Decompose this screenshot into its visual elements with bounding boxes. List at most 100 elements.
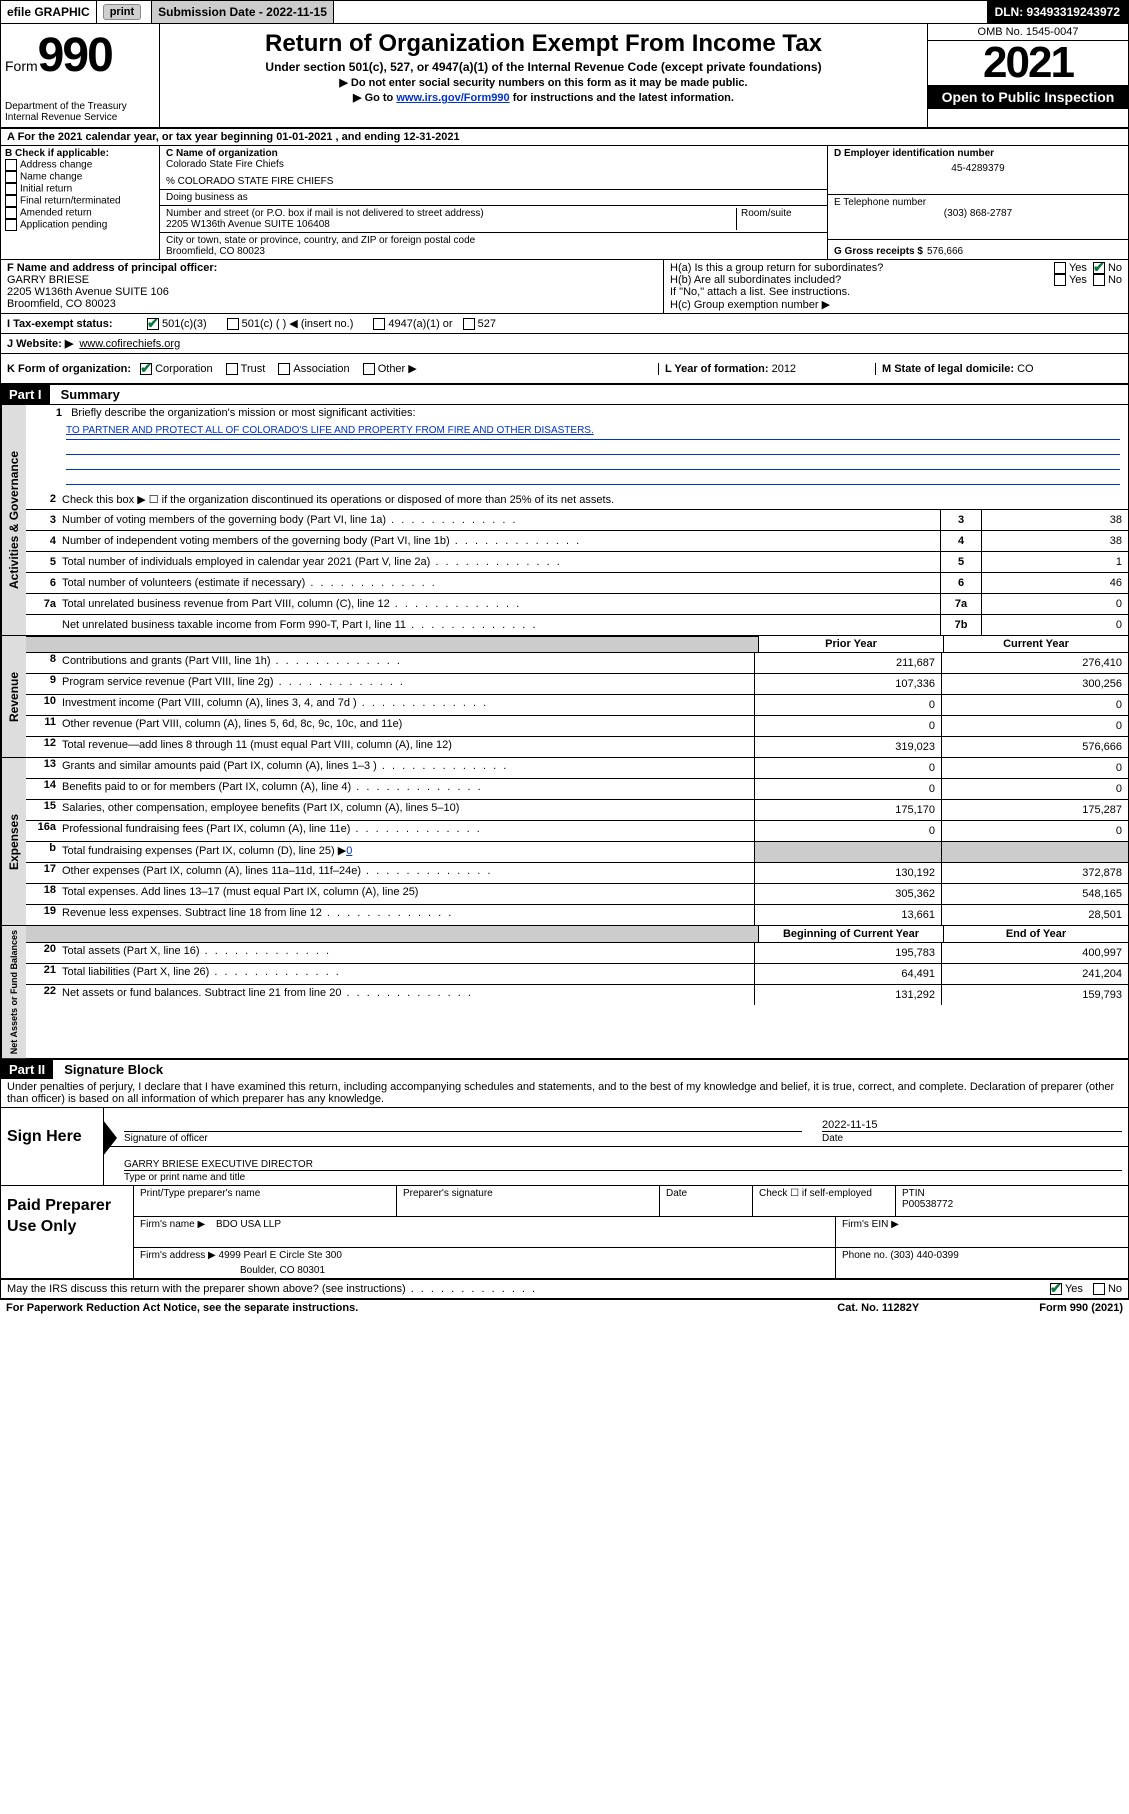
page-footer: For Paperwork Reduction Act Notice, see … [0, 1300, 1129, 1316]
l22: Net assets or fund balances. Subtract li… [62, 985, 754, 1005]
discuss-text: May the IRS discuss this return with the… [7, 1283, 1050, 1295]
vtab-netassets: Net Assets or Fund Balances [1, 926, 26, 1058]
firm-name: BDO USA LLP [216, 1219, 281, 1230]
hb-label: H(b) Are all subordinates included? [670, 274, 1054, 286]
ha-yes-cb[interactable] [1054, 262, 1066, 274]
street-address: 2205 W136th Avenue SUITE 106408 [166, 219, 736, 230]
open-to-public: Open to Public Inspection [928, 85, 1128, 109]
cb-name-change[interactable]: Name change [5, 171, 155, 183]
tax-year: 2021 [928, 41, 1128, 85]
c8: 276,410 [941, 653, 1128, 673]
part2-badge: Part II [1, 1060, 53, 1079]
dln: DLN: 93493319243972 [987, 1, 1128, 23]
cb-address-change[interactable]: Address change [5, 159, 155, 171]
l1-label: Briefly describe the organization's miss… [71, 407, 415, 419]
discuss-yes-cb[interactable] [1050, 1283, 1062, 1295]
row-fh: F Name and address of principal officer:… [0, 260, 1129, 314]
print-cell: print [97, 1, 152, 23]
box-b: B Check if applicable: Address change Na… [1, 146, 160, 259]
block-bcde: B Check if applicable: Address change Na… [0, 146, 1129, 260]
officer-printed-name: GARRY BRIESE EXECUTIVE DIRECTOR [124, 1159, 1122, 1170]
c11: 0 [941, 716, 1128, 736]
c-name-label: C Name of organization [166, 148, 821, 159]
c19: 28,501 [941, 905, 1128, 925]
ha-no-cb[interactable] [1093, 262, 1105, 274]
cb-application-pending[interactable]: Application pending [5, 219, 155, 231]
l3: Number of voting members of the governin… [62, 512, 940, 528]
hc-label: H(c) Group exemption number ▶ [670, 298, 1122, 311]
hb-note: If "No," attach a list. See instructions… [670, 286, 1122, 298]
l11: Other revenue (Part VIII, column (A), li… [62, 716, 754, 736]
firm-ein-label: Firm's EIN ▶ [836, 1217, 1128, 1247]
current-year-h: Current Year [943, 636, 1128, 652]
p22: 131,292 [754, 985, 941, 1005]
cb-assoc[interactable] [278, 363, 290, 375]
efile-graphic: efile GRAPHIC [1, 1, 97, 23]
cb-4947[interactable] [373, 318, 385, 330]
cb-501c[interactable] [227, 318, 239, 330]
p16a: 0 [754, 821, 941, 841]
l17: Other expenses (Part IX, column (A), lin… [62, 863, 754, 883]
opt-other: Other ▶ [378, 363, 417, 375]
box-b-label: B Check if applicable: [5, 148, 155, 159]
footer-form: Form 990 (2021) [1039, 1302, 1123, 1314]
paid-preparer-block: Paid Preparer Use Only Print/Type prepar… [0, 1186, 1129, 1280]
state-domicile: CO [1017, 363, 1034, 375]
l14: Benefits paid to or for members (Part IX… [62, 779, 754, 799]
hb-yes-cb[interactable] [1054, 274, 1066, 286]
box-m: M State of legal domicile: CO [875, 363, 1122, 375]
discuss-no-cb[interactable] [1093, 1283, 1105, 1295]
l-label: L Year of formation: [665, 363, 769, 375]
l10: Investment income (Part VIII, column (A)… [62, 695, 754, 715]
row-j: J Website: ▶ www.cofirechiefs.org [0, 334, 1129, 354]
c16a: 0 [941, 821, 1128, 841]
cb-amended-return[interactable]: Amended return [5, 207, 155, 219]
cb-527[interactable] [463, 318, 475, 330]
m-label: M State of legal domicile: [882, 363, 1014, 375]
submission-date: Submission Date - 2022-11-15 [152, 1, 334, 23]
name-title-label: Type or print name and title [124, 1170, 1122, 1183]
date-label: Date [822, 1131, 1122, 1144]
note-ssn: ▶ Do not enter social security numbers o… [170, 76, 917, 89]
opt-527: 527 [478, 318, 496, 330]
prep-date-h: Date [660, 1186, 753, 1216]
part1-badge: Part I [1, 385, 50, 404]
note2-post: for instructions and the latest informat… [510, 92, 734, 104]
e-label: E Telephone number [834, 197, 1122, 208]
row-klm: K Form of organization: Corporation Trus… [0, 354, 1129, 385]
row-i: I Tax-exempt status: 501(c)(3) 501(c) ( … [0, 314, 1129, 334]
website[interactable]: www.cofirechiefs.org [79, 338, 180, 350]
l4: Number of independent voting members of … [62, 533, 940, 549]
discuss-yes: Yes [1065, 1283, 1083, 1295]
c18: 548,165 [941, 884, 1128, 904]
mission-block: TO PARTNER AND PROTECT ALL OF COLORADO'S… [26, 421, 1128, 489]
l6: Total number of volunteers (estimate if … [62, 575, 940, 591]
part1-title: Summary [53, 387, 120, 402]
v6: 46 [981, 573, 1128, 593]
cb-501c3[interactable] [147, 318, 159, 330]
perjury-declaration: Under penalties of perjury, I declare th… [0, 1079, 1129, 1108]
irs-link[interactable]: www.irs.gov/Form990 [396, 92, 509, 104]
l16a: Professional fundraising fees (Part IX, … [62, 821, 754, 841]
box-l: L Year of formation: 2012 [658, 363, 875, 375]
hb-no: No [1108, 274, 1122, 286]
cb-final-return[interactable]: Final return/terminated [5, 195, 155, 207]
l18: Total expenses. Add lines 13–17 (must eq… [62, 884, 754, 904]
opt-501c3: 501(c)(3) [162, 318, 207, 330]
cb-other[interactable] [363, 363, 375, 375]
cb-corp[interactable] [140, 363, 152, 375]
hb-no-cb[interactable] [1093, 274, 1105, 286]
p20: 195,783 [754, 943, 941, 963]
sign-here-block: Sign Here Signature of officer 2022-11-1… [0, 1108, 1129, 1186]
p12: 319,023 [754, 737, 941, 757]
prior-year-h: Prior Year [758, 636, 943, 652]
cb-trust[interactable] [226, 363, 238, 375]
dba-label: Doing business as [166, 192, 821, 203]
l8: Contributions and grants (Part VIII, lin… [62, 653, 754, 673]
p15: 175,170 [754, 800, 941, 820]
box-k: K Form of organization: Corporation Trus… [7, 362, 658, 375]
print-button[interactable]: print [103, 4, 141, 20]
self-employed[interactable]: Check ☐ if self-employed [753, 1186, 896, 1216]
vtab-revenue: Revenue [1, 636, 26, 757]
cb-initial-return[interactable]: Initial return [5, 183, 155, 195]
